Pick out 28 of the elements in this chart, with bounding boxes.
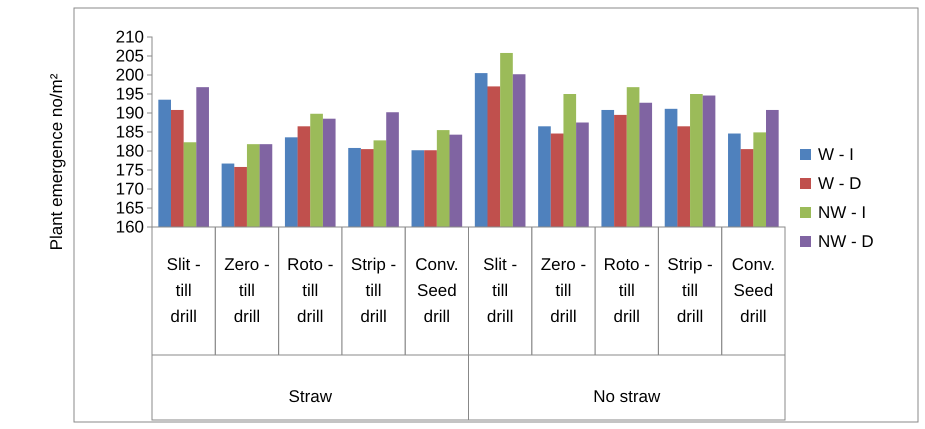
x-tick-label: Conv. Seed drill <box>732 255 775 326</box>
y-tick-label: 170 <box>116 179 144 198</box>
legend-label: W - I <box>818 145 854 164</box>
text: Straw <box>288 387 333 406</box>
y-tick-label: 210 <box>116 27 144 46</box>
legend-label: W - D <box>818 174 862 193</box>
y-tick-label: 175 <box>116 160 144 180</box>
x-tick-label: Roto - till drill <box>287 255 334 326</box>
y-tick-label: 160 <box>116 217 144 236</box>
y-tick-label: 190 <box>116 103 144 122</box>
y-tick-label: 165 <box>116 198 144 218</box>
x-tick-label: Slit - till drill <box>166 255 201 326</box>
y-tick-label: 205 <box>116 46 144 66</box>
x-tick-label: Roto - till drill <box>604 255 650 326</box>
y-tick-label: 195 <box>116 84 144 104</box>
x-tick-label: Conv. Seed drill <box>415 255 458 326</box>
y-tick-label: 200 <box>116 65 144 84</box>
legend-label: NW - D <box>818 232 874 251</box>
text: No straw <box>593 387 662 406</box>
y-tick-label: 180 <box>116 141 144 160</box>
y-axis-title: Plant emergence no/m² <box>47 73 66 250</box>
x-tick-label: Zero - till drill <box>540 255 586 326</box>
y-tick-label: 185 <box>116 122 144 142</box>
x-tick-label: Strip - till drill <box>667 255 713 326</box>
x-tick-label: Zero - till drill <box>224 255 270 326</box>
x-tick-label: Strip - till drill <box>350 255 396 326</box>
x-tick-label: Slit - till drill <box>483 255 518 326</box>
legend-label: NW - I <box>818 203 866 222</box>
